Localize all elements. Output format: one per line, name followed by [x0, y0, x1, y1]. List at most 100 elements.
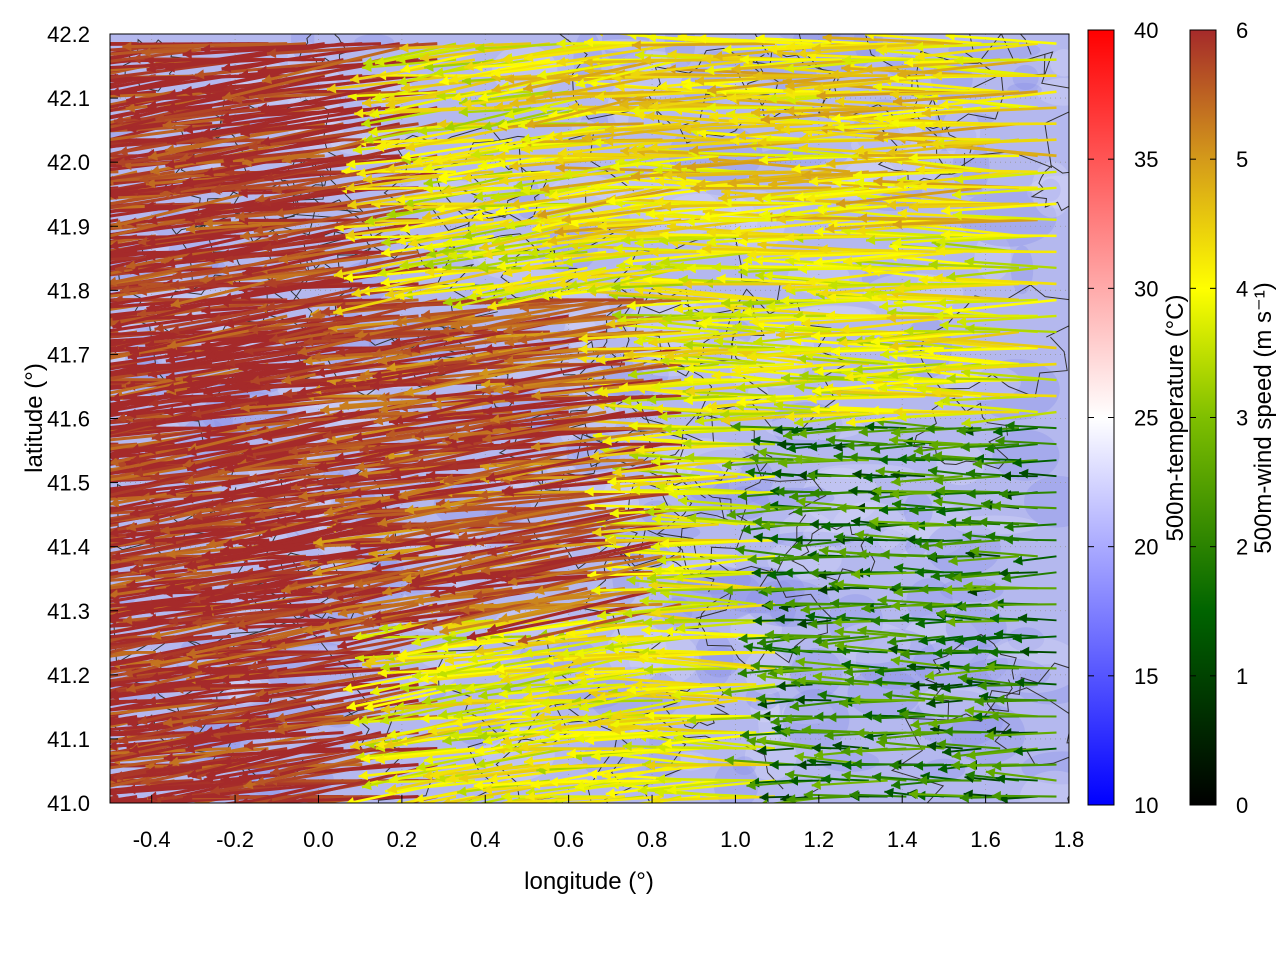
contour-line: [558, 34, 770, 129]
wind-vector-head: [364, 701, 375, 712]
wind-vector-shaft: [789, 699, 851, 709]
wind-vector-head: [29, 488, 39, 498]
wind-vector: [976, 634, 1020, 645]
wind-vector-head: [377, 667, 388, 678]
wind-vector: [110, 634, 213, 646]
wind-vector: [591, 747, 701, 761]
wind-vector-shaft: [648, 731, 757, 736]
wind-vector-head: [957, 673, 968, 684]
temperature-patch: [831, 501, 907, 555]
wind-vector-head: [540, 697, 550, 708]
wind-vector-shaft: [992, 763, 1057, 768]
wind-vector-head: [72, 461, 82, 471]
wind-vector: [837, 645, 888, 656]
wind-vector-shaft: [617, 635, 738, 642]
wind-vector-shaft: [924, 667, 1001, 678]
temperature-patch: [628, 631, 699, 686]
wind-vector: [0, 731, 157, 765]
wind-vector-head: [906, 661, 917, 672]
wind-vector-head: [91, 372, 101, 382]
wind-vector-head: [153, 651, 163, 661]
wind-vector: [268, 634, 438, 679]
wind-vector-shaft: [377, 667, 494, 675]
wind-vector-head: [950, 760, 960, 771]
wind-vector: [1015, 677, 1057, 688]
wind-vector-head: [30, 328, 39, 338]
wind-vector: [984, 730, 1057, 741]
wind-vector-head: [474, 645, 485, 656]
wind-vector-head: [582, 813, 592, 823]
wind-vector-head: [495, 663, 505, 674]
wind-vector-shaft: [110, 634, 119, 639]
wind-vector: [377, 667, 494, 678]
wind-vector-head: [0, 583, 7, 593]
wind-vector-head: [977, 680, 987, 691]
wind-vector: [226, 682, 400, 706]
wind-vector-shaft: [781, 730, 851, 734]
wind-vector: [427, 715, 551, 736]
wind-vector-shaft: [375, 747, 494, 762]
wind-vector-head: [964, 706, 975, 717]
wind-vector-head: [540, 761, 550, 772]
wind-vector: [648, 728, 757, 739]
wind-vector-head: [0, 755, 8, 765]
wind-vector-head: [639, 651, 649, 662]
wind-vector: [655, 647, 776, 658]
wind-vector-head: [188, 659, 199, 670]
wind-vector: [523, 683, 644, 702]
wind-vector-head: [522, 684, 532, 695]
wind-vector-head: [503, 740, 513, 751]
wind-vector: [237, 779, 344, 803]
wind-vector: [654, 787, 757, 798]
wind-vector-shaft: [380, 699, 513, 712]
wind-vector-shaft: [554, 795, 663, 803]
wind-vector-shaft: [796, 679, 869, 686]
wind-vector-head: [966, 749, 976, 760]
wind-vector-head: [16, 502, 26, 512]
wind-vector-head: [55, 689, 64, 699]
wind-vector-head: [13, 585, 22, 595]
wind-vector-head: [553, 800, 558, 803]
wind-vector-head: [782, 713, 792, 724]
wind-vector-head: [884, 787, 894, 798]
wind-vector: [530, 763, 644, 790]
wind-vector-shaft: [110, 618, 194, 643]
wind-vector-shaft: [633, 683, 757, 687]
wind-vector-head: [65, 762, 75, 772]
temperature-patch: [803, 524, 845, 542]
wind-vector-shaft: [655, 777, 757, 782]
wind-vector: [633, 679, 757, 690]
wind-vector-shaft: [984, 731, 1057, 738]
wind-vector-head: [15, 570, 25, 580]
wind-vector-head: [746, 780, 756, 791]
wind-vector: [240, 698, 419, 730]
wind-vector-head: [986, 726, 997, 737]
wind-vector-head: [266, 798, 273, 803]
wind-vector: [110, 506, 119, 511]
wind-vector-head: [841, 659, 851, 670]
wind-vector-head: [350, 717, 360, 728]
wind-vector-shaft: [574, 763, 682, 789]
wind-vector-head: [384, 739, 395, 750]
wind-vector-head: [887, 636, 897, 647]
wind-vector-head: [19, 784, 28, 794]
wind-vector-head: [428, 725, 438, 736]
wind-vector-head: [241, 710, 252, 721]
wind-vector-head: [761, 799, 768, 803]
wind-vector-shaft: [737, 667, 794, 675]
wind-vector-head: [84, 375, 93, 385]
wind-vector-shaft: [110, 763, 175, 778]
wind-vector-head: [375, 739, 386, 750]
wind-vector-shaft: [818, 635, 888, 647]
wind-vector-head: [756, 693, 766, 704]
wind-vector-head: [475, 758, 486, 769]
wind-vector-head: [452, 682, 462, 693]
wind-vector-head: [366, 654, 377, 665]
wind-vector-head: [183, 791, 193, 802]
wind-vector-head: [852, 759, 862, 770]
wind-vector-head: [837, 645, 847, 656]
wind-vector-head: [959, 792, 969, 803]
wind-vector-head: [795, 694, 805, 705]
wind-vector-head: [851, 694, 861, 705]
wind-vector-head: [989, 711, 999, 722]
